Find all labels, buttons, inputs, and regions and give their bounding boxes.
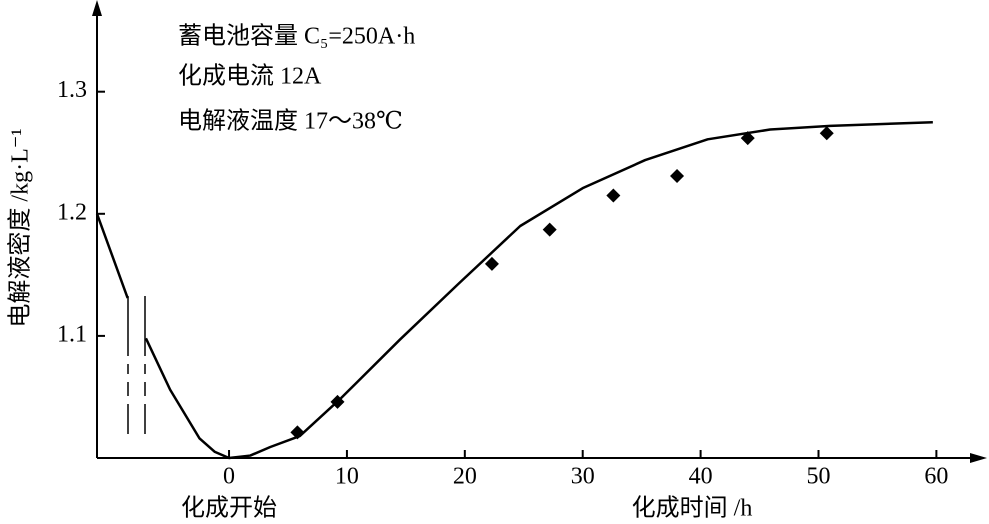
y-axis-label: 电解液密度 /kg·L⁻¹ (7, 128, 34, 327)
start-label: 化成开始 (181, 495, 277, 522)
curve (95, 120, 933, 460)
y-tick-label: 1.3 (57, 77, 87, 103)
annotation: 蓄电池容量 C₅=250A·h (178, 23, 415, 50)
x-arrow (970, 453, 987, 463)
data-point (290, 425, 305, 440)
data-point (740, 131, 755, 146)
annotation: 电解液温度 17～38℃ (178, 108, 403, 135)
x-tick-label: 30 (571, 464, 595, 490)
data-point (819, 126, 834, 141)
data-point (330, 394, 345, 409)
x-axis-label: 化成时间 /h (632, 495, 753, 522)
y-arrow (92, 0, 102, 16)
data-point (606, 188, 621, 203)
x-tick-label: 10 (335, 464, 359, 490)
data-point (484, 256, 499, 271)
y-tick-label: 1.1 (57, 321, 87, 347)
x-tick-label: 40 (689, 464, 713, 490)
x-tick-label: 20 (453, 464, 477, 490)
x-tick-label: 50 (806, 464, 830, 490)
x-tick-label: 60 (924, 464, 948, 490)
data-point (670, 168, 685, 183)
y-tick-label: 1.2 (57, 199, 87, 225)
annotation: 化成电流 12A (178, 63, 322, 90)
x-tick-label: 0 (223, 464, 235, 490)
data-point (542, 222, 557, 237)
